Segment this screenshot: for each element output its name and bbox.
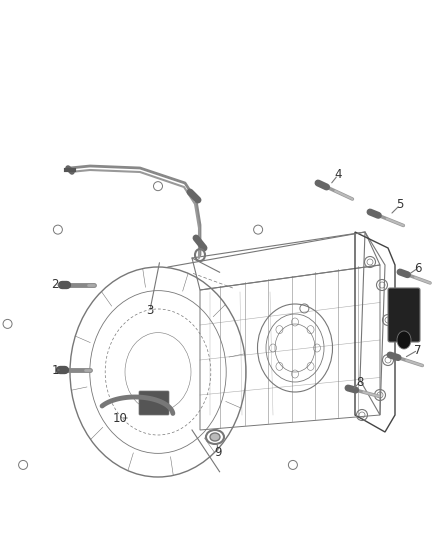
- Text: 7: 7: [414, 343, 422, 357]
- FancyBboxPatch shape: [139, 391, 169, 415]
- Text: 6: 6: [414, 262, 422, 274]
- Text: 4: 4: [334, 168, 342, 182]
- Text: 10: 10: [113, 411, 127, 424]
- Ellipse shape: [210, 433, 220, 441]
- Ellipse shape: [397, 331, 411, 349]
- Text: 5: 5: [396, 198, 404, 212]
- Text: 9: 9: [214, 447, 222, 459]
- Text: 8: 8: [356, 376, 364, 389]
- FancyBboxPatch shape: [388, 288, 420, 342]
- Text: 1: 1: [51, 364, 59, 376]
- Text: 3: 3: [146, 303, 154, 317]
- Text: 2: 2: [51, 279, 59, 292]
